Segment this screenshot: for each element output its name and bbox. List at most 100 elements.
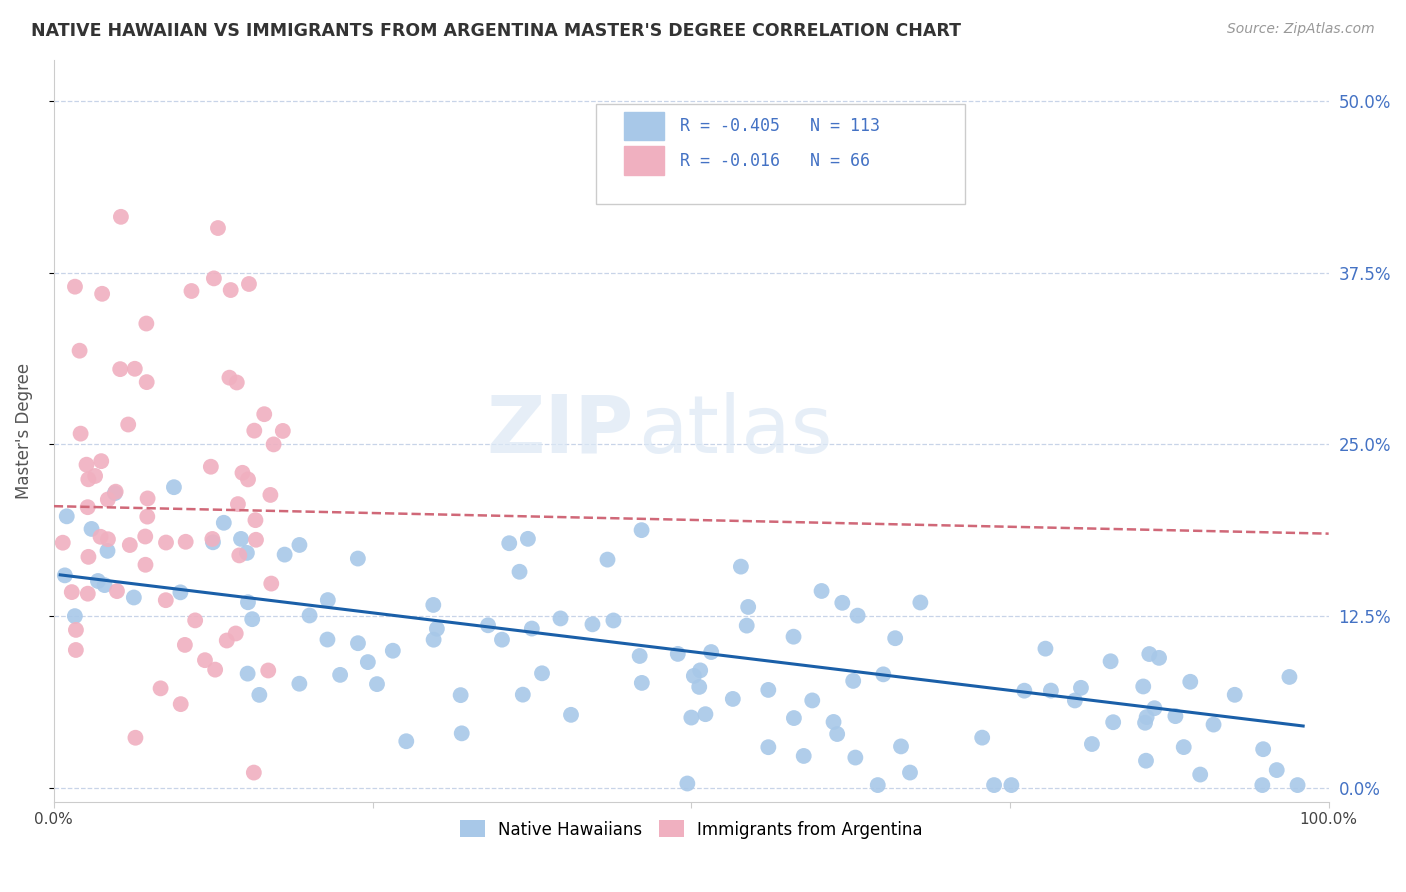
Point (1132, 680, 1154, 694)
Point (55, 509, 77, 524)
Point (695, 707, 717, 722)
Point (97, 492, 120, 507)
Point (509, 565, 531, 579)
Point (1102, 715, 1125, 730)
Point (180, 284, 202, 298)
Point (842, 673, 865, 688)
Point (76, 458, 98, 472)
Point (831, 596, 853, 610)
Point (149, 681, 172, 696)
Point (136, 509, 159, 524)
Point (207, 221, 229, 235)
Point (245, 533, 267, 547)
Point (381, 644, 404, 658)
Point (783, 711, 806, 725)
Point (63, 279, 86, 293)
Point (756, 682, 779, 697)
Point (1189, 767, 1212, 781)
Point (163, 480, 186, 494)
Point (204, 663, 226, 677)
Point (271, 424, 294, 438)
Point (53, 568, 76, 582)
Point (756, 740, 779, 755)
Point (225, 626, 247, 640)
Point (810, 584, 832, 599)
Text: R = -0.016   N = 66: R = -0.016 N = 66 (679, 152, 870, 169)
Text: ZIP: ZIP (486, 392, 634, 469)
Point (366, 677, 388, 691)
Point (1180, 674, 1202, 689)
Point (84, 469, 107, 483)
Point (550, 611, 572, 625)
Point (80, 522, 103, 536)
Point (288, 538, 311, 552)
Point (316, 593, 339, 607)
Point (426, 622, 449, 636)
Point (823, 714, 845, 729)
Point (596, 552, 619, 566)
Point (240, 612, 263, 626)
Point (676, 776, 699, 790)
Point (76, 500, 98, 515)
Point (1081, 737, 1104, 751)
Point (69, 426, 91, 441)
Point (134, 529, 156, 543)
Point (228, 549, 250, 563)
Bar (624, 146, 665, 175)
Point (91, 286, 114, 301)
Bar (624, 112, 665, 140)
Point (87, 574, 110, 588)
Point (65, 643, 87, 657)
Point (721, 692, 744, 706)
Point (212, 516, 235, 530)
Point (236, 546, 259, 560)
Point (1202, 717, 1225, 731)
Point (155, 593, 177, 607)
Point (422, 632, 444, 647)
Point (512, 688, 534, 702)
Point (983, 778, 1005, 792)
Point (1164, 709, 1187, 723)
Point (243, 765, 266, 780)
Point (201, 532, 224, 546)
Point (730, 559, 752, 574)
Point (581, 617, 603, 632)
Point (347, 636, 370, 650)
Point (1173, 740, 1195, 755)
Point (682, 669, 704, 683)
Point (135, 317, 157, 331)
Point (173, 638, 195, 652)
Point (225, 376, 247, 390)
Point (450, 726, 472, 740)
Point (117, 417, 139, 432)
Point (520, 622, 543, 636)
Point (316, 632, 339, 647)
Point (1135, 754, 1157, 768)
Point (298, 608, 321, 623)
Text: Source: ZipAtlas.com: Source: ZipAtlas.com (1227, 22, 1375, 37)
Point (1000, 778, 1022, 792)
Point (1039, 683, 1062, 698)
Point (516, 532, 538, 546)
Point (218, 370, 240, 384)
Point (96, 544, 118, 558)
Point (491, 632, 513, 647)
Point (347, 551, 370, 566)
Point (735, 618, 758, 632)
Point (124, 731, 146, 745)
Point (215, 633, 238, 648)
Point (910, 595, 932, 609)
Point (155, 535, 177, 549)
Point (263, 437, 285, 451)
Text: atlas: atlas (638, 392, 832, 469)
Point (104, 486, 127, 500)
Point (1133, 715, 1156, 730)
Point (118, 538, 141, 552)
Point (170, 697, 193, 711)
Point (1070, 681, 1092, 695)
Point (1014, 683, 1036, 698)
Point (77, 549, 100, 564)
Y-axis label: Master's Degree: Master's Degree (15, 362, 32, 499)
Point (560, 707, 582, 722)
Point (689, 664, 711, 678)
